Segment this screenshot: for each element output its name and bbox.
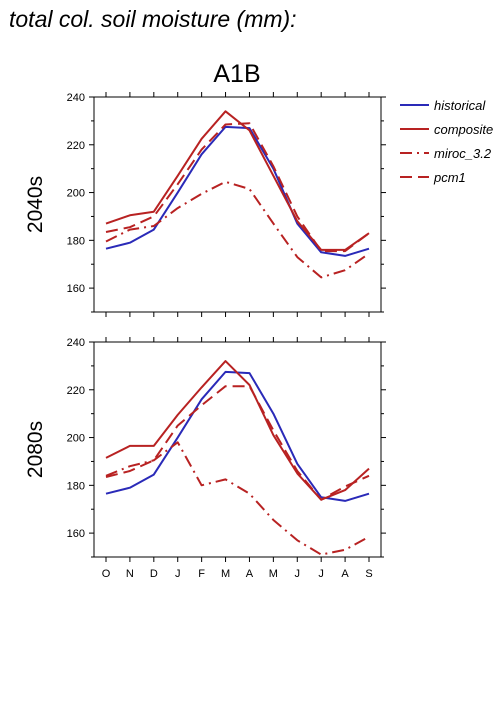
y-tick-label: 160 [67,528,85,540]
legend-label-pcm1: pcm1 [433,170,466,185]
scenario-title: A1B [213,60,260,88]
plot-frame [93,341,382,558]
series-line-pcm1 [105,122,370,253]
y-tick-label: 220 [67,140,85,152]
series-line-miroc [105,180,370,279]
x-tick-label: F [198,568,205,580]
plot-frame [93,96,382,313]
legend-label-composite: composite [434,122,493,137]
y-tick-label: 240 [67,337,85,349]
y-tick-label: 180 [67,235,85,247]
x-tick-label: J [295,568,301,580]
panel-2080s: 160 180 200 220 240 O N D J F M A M J J A S 2080s [24,337,386,580]
y-tick-label: 200 [67,188,85,200]
series-line-historical [105,125,370,257]
y-tick-label: 180 [67,480,85,492]
series-line-miroc [105,441,370,556]
y-tick-label: 220 [67,385,85,397]
y-tick-label: 240 [67,92,85,104]
series-line-composite [105,110,370,251]
panel-2040s: 160 180 200 220 240 2040s [24,92,386,317]
x-tick-label: J [175,568,181,580]
series-line-pcm1 [105,385,370,501]
y-axis-label: 2080s [24,421,47,478]
x-tick-label: D [150,568,158,580]
x-tick-label: A [341,568,349,580]
x-tick-label: N [126,568,134,580]
x-tick-label: A [246,568,254,580]
legend-label-miroc: miroc_3.2 [434,146,492,161]
y-tick-label: 200 [67,433,85,445]
x-tick-label: O [102,568,111,580]
legend-label-historical: historical [434,98,486,113]
series-line-historical [105,370,370,502]
y-axis-label: 2040s [24,176,47,233]
legend: historical composite miroc_3.2 pcm1 [400,98,493,185]
page-title: total col. soil moisture (mm): [9,6,297,32]
y-tick-label: 160 [67,283,85,295]
x-tick-label: M [221,568,230,580]
x-tick-label: J [318,568,324,580]
x-tick-label: M [269,568,278,580]
x-tick-label: S [365,568,372,580]
